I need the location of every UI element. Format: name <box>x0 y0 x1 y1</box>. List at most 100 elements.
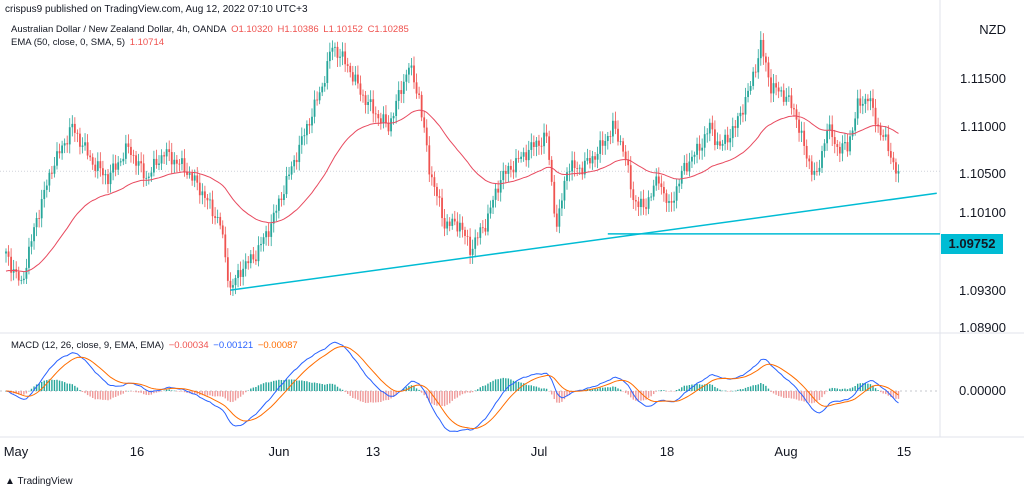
macd-histogram-bar <box>808 391 810 403</box>
macd-histogram-bar <box>58 380 61 391</box>
date-tick: Jul <box>530 444 548 459</box>
macd-histogram-bar <box>227 391 229 401</box>
macd-histogram-bar <box>599 387 601 391</box>
candle-body <box>558 208 561 227</box>
macd-histogram-bar <box>25 391 28 394</box>
macd-histogram-bar <box>229 391 232 403</box>
macd-histogram-bar <box>352 391 354 398</box>
candle-body <box>895 162 897 174</box>
macd-histogram-bar <box>701 384 703 391</box>
candle-body <box>782 90 785 102</box>
macd-histogram-bar <box>767 388 770 391</box>
candle-body <box>308 123 311 126</box>
candle-body <box>135 155 137 166</box>
candle-body <box>627 159 630 166</box>
candle-body <box>272 212 275 224</box>
macd-histogram-bar <box>239 391 242 397</box>
macd-histogram-bar <box>216 391 219 397</box>
candle-body <box>838 146 841 154</box>
currency-label: NZD <box>979 22 1006 37</box>
close-value: C1.10285 <box>367 24 409 35</box>
candle-body <box>45 185 48 190</box>
macd-histogram-bar <box>874 388 877 391</box>
macd-histogram-bar <box>772 391 775 394</box>
candle-body <box>244 261 247 269</box>
candle-body <box>800 130 803 133</box>
macd-histogram-bar <box>696 383 698 391</box>
macd-histogram-bar <box>851 387 854 391</box>
candle-body <box>107 174 109 185</box>
candle-body <box>224 234 227 258</box>
macd-histogram-bar <box>604 387 606 391</box>
macd-histogram-bar <box>423 391 425 396</box>
macd-histogram-bar <box>635 391 637 401</box>
candle-body <box>479 227 482 238</box>
candle-body <box>767 62 770 78</box>
candle-body <box>624 151 627 160</box>
candle-body <box>252 254 255 260</box>
candle-body <box>469 236 471 255</box>
candle-body <box>35 218 38 228</box>
candle-body <box>476 237 479 239</box>
macd-histogram-bar <box>357 391 359 400</box>
macd-histogram-bar <box>821 391 823 398</box>
candle-body <box>693 154 696 157</box>
candle-body <box>532 142 535 147</box>
candle-body <box>300 136 303 145</box>
candle-body <box>548 136 551 160</box>
macd-histogram-bar <box>673 391 675 392</box>
macd-histogram-bar <box>568 391 571 395</box>
candle-body <box>504 170 507 174</box>
macd-histogram-bar <box>262 383 265 391</box>
candle-body <box>397 90 400 101</box>
candle-body <box>362 94 364 96</box>
candle-body <box>43 189 46 200</box>
candle-body <box>790 95 793 109</box>
macd-histogram-bar <box>369 391 372 403</box>
candle-body <box>346 64 349 66</box>
macd-histogram-bar <box>232 391 234 402</box>
price-tick: 1.08900 <box>959 320 1006 335</box>
macd-histogram-bar <box>670 391 673 392</box>
candle-body <box>464 229 466 236</box>
candle-body <box>576 168 579 169</box>
candle-body <box>392 116 395 119</box>
candle-body <box>339 56 341 58</box>
macd-histogram-bar <box>885 391 887 395</box>
candle-body <box>234 278 237 286</box>
macd-histogram-bar <box>622 391 624 392</box>
macd-histogram-bar <box>678 388 680 391</box>
candle-body <box>86 142 89 156</box>
candle-body <box>698 143 701 151</box>
macd-histogram-bar <box>438 391 441 406</box>
candle-body <box>703 134 706 148</box>
macd-histogram-bar <box>324 384 326 391</box>
candle-body <box>642 198 645 208</box>
symbol-title: Australian Dollar / New Zealand Dollar, … <box>11 24 227 35</box>
macd-histogram-bar <box>540 388 543 391</box>
macd-histogram-bar <box>222 391 224 397</box>
macd-histogram-bar <box>507 378 510 391</box>
macd-histogram-bar <box>729 391 731 392</box>
macd-histogram-bar <box>56 379 58 391</box>
macd-histogram-bar <box>826 391 828 392</box>
candle-body <box>99 161 102 169</box>
macd-histogram-bar <box>234 391 237 401</box>
macd-histogram-bar <box>385 391 387 401</box>
macd-histogram-bar <box>619 389 622 391</box>
candle-body <box>793 108 795 110</box>
candle-body <box>543 132 545 147</box>
macd-histogram-bar <box>551 391 553 395</box>
candle-body <box>826 130 828 144</box>
candle-body <box>168 149 171 153</box>
macd-histogram-bar <box>99 391 102 400</box>
macd-histogram-bar <box>561 391 563 402</box>
macd-histogram-bar <box>482 385 484 391</box>
macd-histogram-bar <box>178 391 181 392</box>
candle-body <box>446 221 449 229</box>
candle-body <box>201 191 204 196</box>
macd-histogram-bar <box>153 391 155 394</box>
macd-histogram-bar <box>296 380 298 391</box>
candle-body <box>489 207 492 214</box>
